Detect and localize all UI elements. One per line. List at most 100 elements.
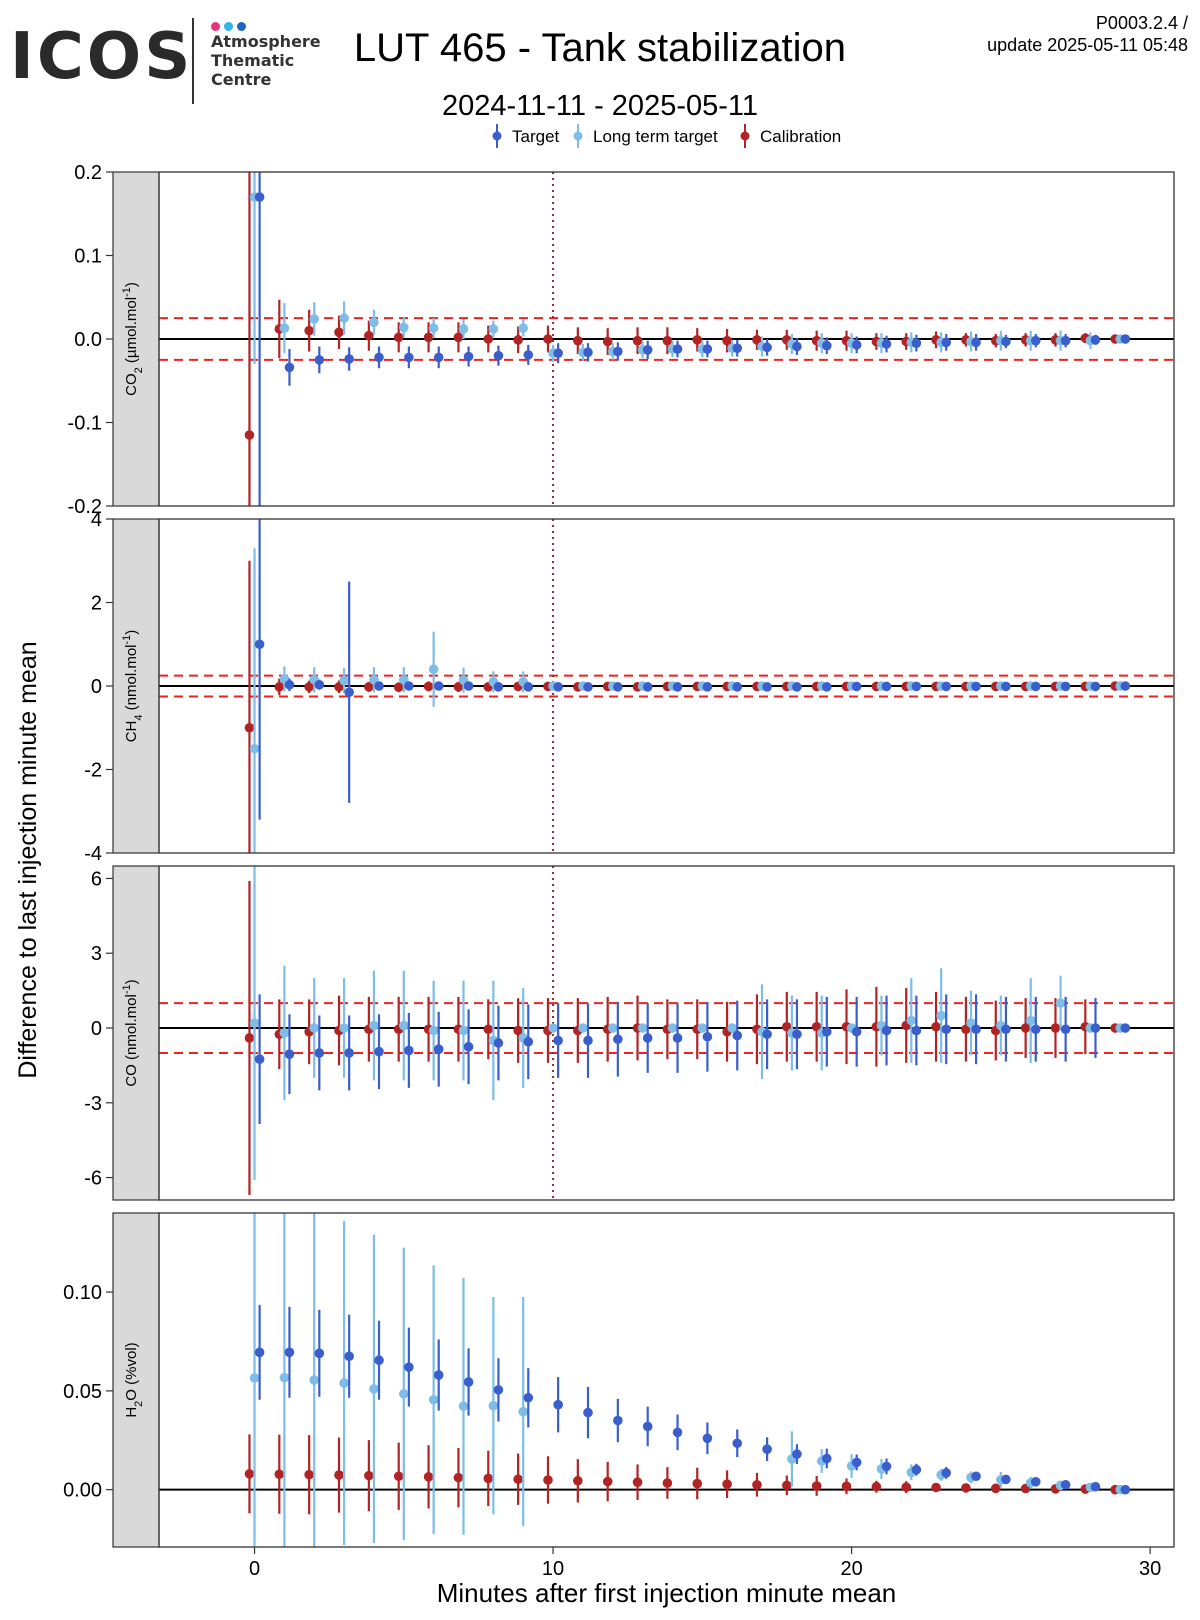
strip-gas: H: [123, 1407, 140, 1418]
data-point: [433, 1370, 444, 1380]
data-point: [543, 334, 553, 344]
panel-data: [159, 172, 1174, 506]
data-point: [911, 338, 922, 348]
data-point: [672, 1427, 683, 1438]
data-point: [792, 341, 802, 352]
data-point: [961, 1483, 971, 1493]
data-point: [1001, 681, 1011, 692]
data-point: [941, 337, 952, 348]
logo-sub-line: Centre: [211, 70, 272, 89]
data-point: [493, 350, 504, 361]
panel-strip-label: H2O (%vol): [123, 1342, 145, 1417]
data-point: [254, 1054, 265, 1064]
strip-superscript: -1: [121, 287, 133, 297]
data-point: [244, 430, 255, 440]
legend-key-dot: [573, 131, 583, 141]
panel-2: CH4 (nmol.mol-1)-4-2024: [84, 509, 1175, 865]
data-point: [433, 352, 444, 363]
data-point: [458, 1025, 469, 1036]
data-point: [971, 681, 981, 692]
strip-gas: CO: [123, 1064, 140, 1087]
data-point: [428, 323, 439, 333]
data-point: [344, 687, 354, 698]
x-tick-label: 10: [542, 1558, 564, 1580]
strip-gas: CH: [123, 721, 140, 743]
data-point: [702, 682, 713, 692]
data-point: [762, 1444, 772, 1454]
x-tick-label: 30: [1139, 1558, 1161, 1580]
data-point: [279, 323, 290, 333]
data-point: [727, 1023, 737, 1033]
data-point: [911, 681, 922, 692]
panel-1: CO2 (µmol.mol-1) -0.2 -0.1 0.0 0.1 0.2: [68, 162, 1175, 518]
data-point: [1090, 335, 1101, 345]
data-point: [364, 1470, 374, 1481]
data-point: [513, 1025, 523, 1036]
data-point: [662, 1478, 673, 1488]
data-point: [428, 1025, 439, 1036]
data-point: [244, 1469, 255, 1479]
data-point: [339, 1378, 349, 1388]
y-axis-title: Difference to last injection minute mean: [14, 641, 42, 1078]
panel-border: [158, 1212, 1175, 1548]
data-point: [632, 335, 643, 346]
data-point: [488, 324, 499, 334]
strip-superscript: -1: [121, 635, 133, 645]
data-point: [906, 1015, 917, 1026]
data-point: [613, 682, 623, 692]
data-point: [374, 1046, 384, 1057]
data-point: [284, 679, 295, 690]
panel-border: [158, 518, 1175, 854]
data-point: [573, 335, 583, 346]
series-calibration: [244, 172, 1120, 506]
series-long-term-target: [249, 866, 1126, 1181]
data-point: [553, 348, 563, 358]
data-point: [1060, 1479, 1071, 1490]
data-point: [752, 1479, 762, 1490]
data-point: [583, 1407, 593, 1418]
data-point: [792, 682, 802, 692]
data-point: [433, 1044, 444, 1055]
legend-key-dot: [740, 131, 750, 141]
data-point: [493, 1385, 504, 1395]
strip-unit: O (%vol): [123, 1342, 140, 1400]
data-point: [344, 1351, 354, 1362]
data-point: [1025, 1015, 1036, 1026]
data-point: [702, 344, 713, 354]
data-point: [692, 335, 703, 345]
data-point: [483, 334, 494, 344]
data-point: [752, 335, 762, 345]
data-point: [314, 1348, 325, 1359]
strip-subscript: 4: [133, 715, 145, 721]
chart-title: LUT 465 - Tank stabilization: [353, 26, 847, 70]
data-point: [483, 1473, 494, 1484]
data-point: [433, 681, 444, 691]
data-point: [762, 1029, 772, 1040]
data-point: [578, 1023, 588, 1033]
data-point: [1060, 335, 1071, 346]
data-point: [423, 332, 434, 343]
data-point: [662, 335, 673, 346]
data-point: [782, 1480, 792, 1491]
panel-4: H2O (%vol) 0.00 0.05 0.10: [63, 1212, 1175, 1548]
panel-strip-label: CO2 (µmol.mol-1): [121, 282, 145, 396]
data-point: [722, 335, 732, 346]
data-point: [1055, 998, 1066, 1008]
data-point: [463, 1377, 474, 1387]
data-point: [990, 1483, 1001, 1494]
data-point: [881, 1025, 892, 1036]
data-point: [304, 325, 314, 336]
data-point: [339, 675, 349, 686]
data-point: [304, 1469, 314, 1480]
data-point: [613, 1415, 623, 1426]
data-point: [404, 352, 414, 363]
data-point: [672, 682, 683, 692]
strip-superscript: -1: [121, 984, 133, 994]
version-line: update 2025-05-11 05:48: [987, 35, 1188, 55]
data-point: [851, 340, 862, 350]
data-point: [518, 1406, 529, 1417]
series-long-term-target: [249, 548, 1126, 853]
data-point: [702, 1433, 713, 1444]
data-point: [573, 1475, 583, 1486]
